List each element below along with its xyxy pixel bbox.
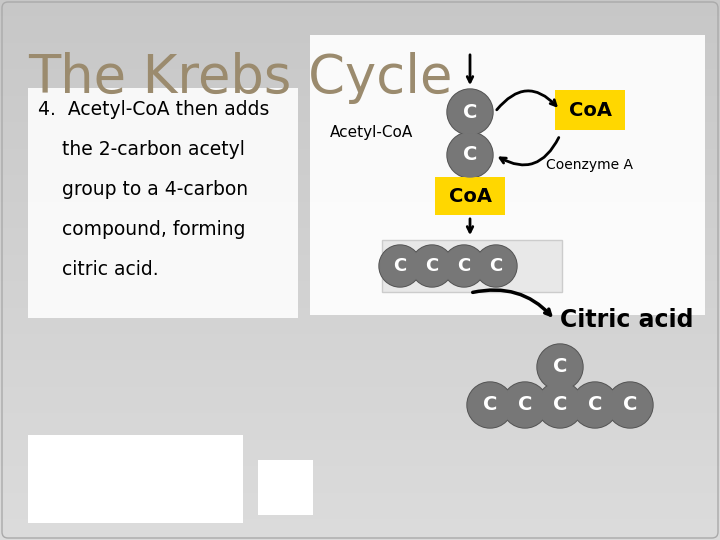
- Circle shape: [502, 382, 548, 428]
- Text: C: C: [553, 357, 567, 376]
- Circle shape: [468, 383, 512, 427]
- Circle shape: [412, 246, 452, 286]
- Text: Acetyl-CoA: Acetyl-CoA: [330, 125, 413, 140]
- Circle shape: [573, 383, 617, 427]
- Circle shape: [503, 383, 547, 427]
- Circle shape: [607, 382, 653, 428]
- Circle shape: [444, 246, 484, 286]
- Circle shape: [467, 382, 513, 428]
- Text: 4.  Acetyl-CoA then adds: 4. Acetyl-CoA then adds: [38, 100, 269, 119]
- Circle shape: [448, 90, 492, 134]
- Text: citric acid.: citric acid.: [38, 260, 158, 279]
- Bar: [258, 460, 313, 515]
- Circle shape: [572, 382, 618, 428]
- Text: C: C: [518, 395, 532, 415]
- Circle shape: [538, 383, 582, 427]
- Text: The Krebs Cycle: The Krebs Cycle: [28, 52, 452, 104]
- Text: Coenzyme A: Coenzyme A: [546, 158, 634, 172]
- Circle shape: [380, 246, 420, 286]
- Text: the 2-carbon acetyl: the 2-carbon acetyl: [38, 140, 245, 159]
- Circle shape: [447, 89, 493, 135]
- Text: C: C: [553, 395, 567, 415]
- Circle shape: [476, 246, 516, 286]
- Text: CoA: CoA: [449, 186, 492, 206]
- Text: compound, forming: compound, forming: [38, 220, 246, 239]
- Circle shape: [448, 133, 492, 177]
- Text: C: C: [588, 395, 602, 415]
- Bar: [310, 35, 705, 315]
- Text: group to a 4-carbon: group to a 4-carbon: [38, 180, 248, 199]
- Bar: [555, 90, 625, 130]
- Circle shape: [443, 245, 485, 287]
- Circle shape: [537, 344, 583, 390]
- Text: C: C: [393, 257, 407, 275]
- Bar: [28, 435, 243, 523]
- Bar: [382, 240, 562, 292]
- Circle shape: [537, 382, 583, 428]
- Text: C: C: [463, 103, 477, 122]
- Text: C: C: [623, 395, 637, 415]
- Text: C: C: [457, 257, 471, 275]
- Circle shape: [411, 245, 453, 287]
- Bar: [435, 177, 505, 215]
- Circle shape: [538, 345, 582, 389]
- Text: CoA: CoA: [569, 100, 611, 119]
- Text: Citric acid: Citric acid: [560, 308, 693, 332]
- Text: C: C: [483, 395, 498, 415]
- Bar: [28, 88, 298, 318]
- Circle shape: [608, 383, 652, 427]
- Text: C: C: [490, 257, 503, 275]
- Circle shape: [379, 245, 421, 287]
- Circle shape: [447, 132, 493, 178]
- Circle shape: [475, 245, 517, 287]
- Text: C: C: [463, 145, 477, 165]
- Text: C: C: [426, 257, 438, 275]
